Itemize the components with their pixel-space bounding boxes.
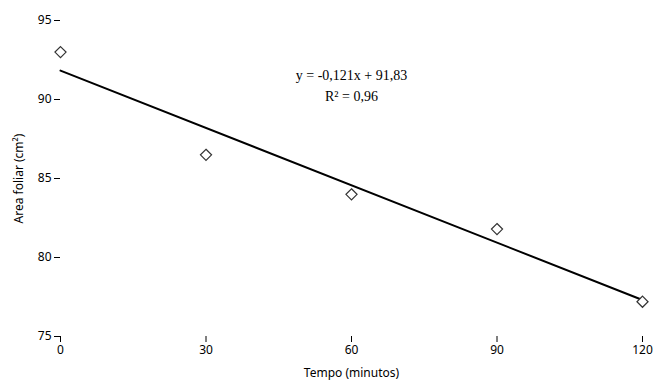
svg-text:0: 0: [57, 341, 64, 358]
svg-text:85: 85: [38, 169, 52, 186]
svg-text:Tempo (minutos): Tempo (minutos): [304, 364, 400, 381]
svg-text:90: 90: [490, 341, 504, 358]
svg-text:80: 80: [38, 248, 52, 265]
svg-text:75: 75: [38, 327, 52, 344]
svg-text:90: 90: [38, 90, 52, 107]
svg-text:60: 60: [345, 341, 359, 358]
svg-text:Area foliar (cm²): Area foliar (cm²): [10, 133, 27, 223]
svg-text:30: 30: [199, 341, 213, 358]
svg-text:120: 120: [632, 341, 653, 358]
svg-text:95: 95: [38, 11, 52, 28]
svg-text:y = -0,121x + 91,83R² = 0,96: y = -0,121x + 91,83R² = 0,96: [296, 68, 407, 104]
